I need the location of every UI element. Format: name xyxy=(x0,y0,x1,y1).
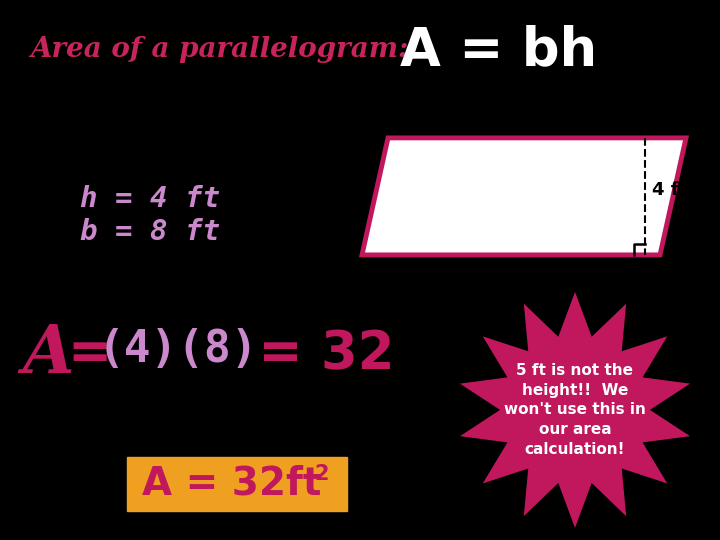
FancyBboxPatch shape xyxy=(127,457,347,511)
Text: Fill in the formula: Fill in the formula xyxy=(42,295,222,313)
Text: A = 32ft: A = 32ft xyxy=(142,465,321,503)
Text: = 32: = 32 xyxy=(240,328,395,380)
Text: 2: 2 xyxy=(314,464,328,484)
Text: 8 ft: 8 ft xyxy=(506,268,541,286)
Polygon shape xyxy=(362,138,686,255)
Text: Area of a parallelogram:: Area of a parallelogram: xyxy=(30,37,408,64)
Text: 3.: 3. xyxy=(22,418,41,436)
Text: =: = xyxy=(67,328,112,380)
Text: A: A xyxy=(22,322,73,387)
Text: Write your answer and label
your units.: Write your answer and label your units. xyxy=(42,418,328,457)
Text: (4)(8): (4)(8) xyxy=(98,328,258,371)
Text: 1.: 1. xyxy=(22,128,41,146)
Text: 5 ft is not the
height!!  We
won't use this in
our area
calculation!: 5 ft is not the height!! We won't use th… xyxy=(504,363,646,457)
Text: A = bh: A = bh xyxy=(400,24,597,76)
Text: Which measurements will we
use?: Which measurements will we use? xyxy=(42,128,337,167)
Text: 2.: 2. xyxy=(22,295,41,313)
Text: 5 ft: 5 ft xyxy=(323,187,358,205)
Polygon shape xyxy=(460,292,690,528)
Text: h = 4 ft: h = 4 ft xyxy=(80,185,220,213)
Text: b = 8 ft: b = 8 ft xyxy=(80,218,220,246)
Text: 4 ft: 4 ft xyxy=(652,181,688,199)
